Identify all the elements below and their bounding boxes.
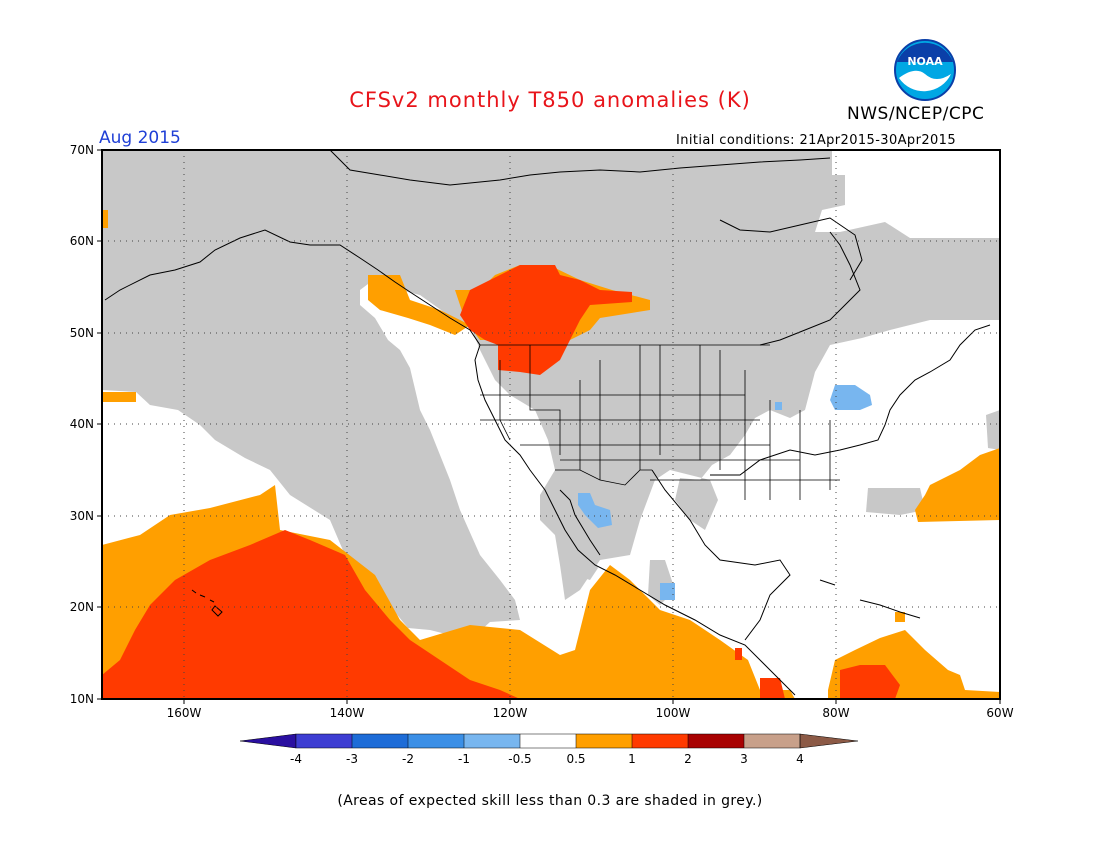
forecast-month-label: Aug 2015	[99, 128, 181, 148]
political-borders	[480, 344, 840, 500]
anomaly-field	[102, 150, 1000, 699]
lon-label: 100W	[655, 706, 691, 720]
colorbar-tick: 1	[628, 752, 636, 766]
colorbar-bin	[464, 734, 520, 748]
colorbar-tick: 3	[740, 752, 748, 766]
coastlines	[104, 150, 991, 696]
noaa-logo-text: NOAA	[907, 55, 943, 68]
colorbar-tick: -0.5	[508, 752, 532, 766]
colorbar-tick: 2	[684, 752, 692, 766]
lat-label: 20N	[69, 600, 94, 614]
lat-label: 50N	[69, 326, 94, 340]
initial-conditions-label: Initial conditions: 21Apr2015-30Apr2015	[676, 133, 957, 148]
colorbar-tick: -2	[402, 752, 414, 766]
lon-label: 140W	[329, 706, 365, 720]
colorbar-bin	[352, 734, 408, 748]
colorbar-tick: 4	[796, 752, 804, 766]
noaa-logo: NOAA	[894, 39, 956, 101]
lat-label: 60N	[69, 234, 94, 248]
colorbar-tick: -1	[458, 752, 470, 766]
colorbar-bin	[688, 734, 744, 748]
colorbar-tick: -3	[346, 752, 358, 766]
colorbar-bin	[632, 734, 688, 748]
lon-label: 120W	[492, 706, 528, 720]
lon-label: 60W	[986, 706, 1014, 720]
agency-label: NWS/NCEP/CPC	[847, 104, 985, 124]
colorbar-bin	[296, 734, 352, 748]
hawaii-islands	[191, 589, 223, 617]
colorbar-bin	[408, 734, 464, 748]
axis-ticks	[97, 149, 1001, 704]
colorbar-tick: -4	[290, 752, 302, 766]
colorbar-bin	[520, 734, 576, 748]
colorbar-tick: 0.5	[566, 752, 586, 766]
colorbar-bin	[576, 734, 632, 748]
lat-label: 70N	[69, 143, 94, 157]
lat-label: 10N	[69, 692, 94, 706]
lat-label: 30N	[69, 509, 94, 523]
lon-label: 160W	[166, 706, 202, 720]
colorbar-bin	[744, 734, 800, 748]
colorbar-arrow-low	[239, 733, 297, 749]
skill-footnote: (Areas of expected skill less than 0.3 a…	[337, 793, 763, 809]
lon-label: 80W	[822, 706, 850, 720]
colorbar-arrow-high	[799, 733, 859, 749]
lat-label: 40N	[69, 417, 94, 431]
colorbar	[239, 733, 859, 749]
map-title: CFSv2 monthly T850 anomalies (K)	[349, 88, 751, 112]
